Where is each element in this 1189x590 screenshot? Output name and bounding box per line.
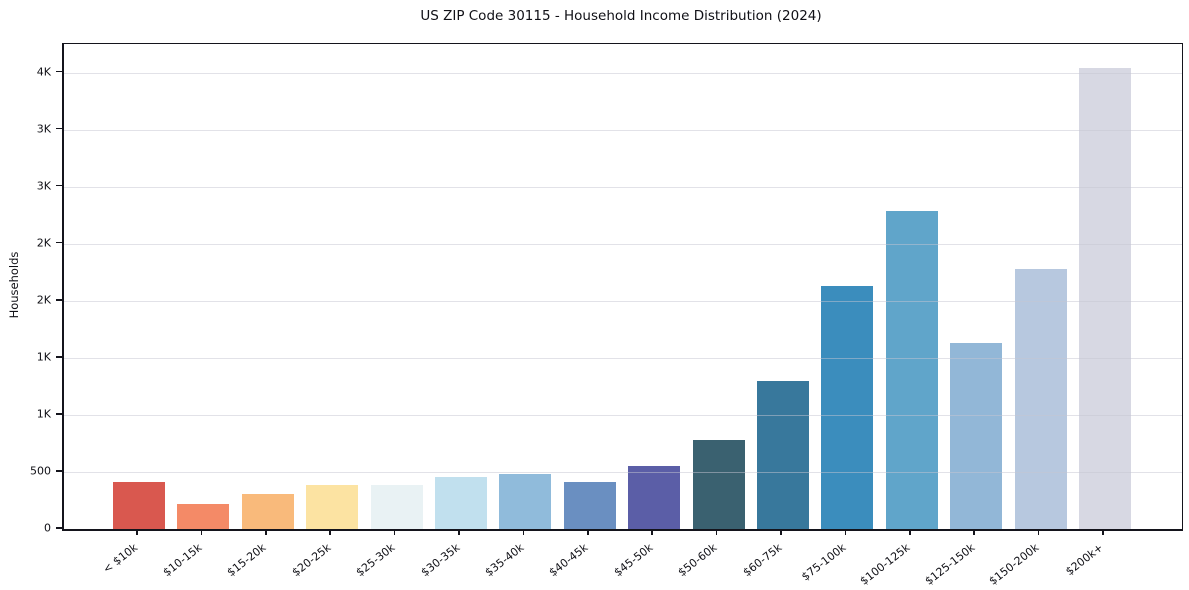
x-tick-mark [715, 530, 718, 535]
x-tick-mark [329, 530, 331, 535]
x-tick-mark [909, 530, 911, 535]
x-tick-label: $40-45k [547, 541, 591, 580]
bar-100-125k [885, 210, 938, 529]
x-tick-label: $35-40k [482, 541, 527, 580]
y-tick-label: 0 [44, 521, 51, 535]
bar-20-25k [306, 485, 359, 529]
x-tick-label: $200k+ [1063, 541, 1107, 579]
bar-50-60k [692, 440, 745, 529]
x-tick-mark [265, 530, 267, 535]
bar-60-75k [757, 380, 809, 529]
y-tick-label: 500 [30, 464, 51, 478]
x-tick-mark [651, 530, 653, 535]
chart-title: US ZIP Code 30115 - Household Income Dis… [420, 8, 822, 24]
y-tick-mark [56, 299, 62, 301]
x-tick-label: $150-200k [986, 541, 1042, 588]
x-tick-mark [136, 530, 138, 535]
bar-125-150k [950, 343, 1003, 529]
y-tick-label: 3K [36, 179, 51, 193]
bar-150-200k [1014, 268, 1067, 529]
x-tick-mark [200, 530, 203, 535]
y-tick-label: 2K [36, 293, 51, 307]
y-tick-label: 3K [36, 122, 51, 136]
y-tick-mark [56, 356, 62, 358]
bars-layer [64, 44, 1182, 529]
x-tick-mark [1102, 530, 1104, 535]
y-tick-mark [56, 527, 62, 529]
x-tick-label: $75-100k [799, 541, 849, 584]
y-tick-mark [56, 184, 62, 187]
x-tick-mark [844, 530, 847, 535]
x-tick-mark [587, 530, 589, 535]
y-tick-mark [56, 127, 62, 130]
x-tick-label: $60-75k [740, 541, 785, 580]
y-tick-label: 1K [36, 407, 51, 421]
x-tick-mark [522, 530, 525, 535]
x-tick-mark [780, 530, 782, 535]
x-tick-label: $20-25k [289, 541, 334, 580]
y-tick-mark [56, 70, 62, 73]
bar-10k [113, 482, 165, 529]
x-tick-label: $100-125k [858, 541, 913, 588]
x-tick-label: $15-20k [225, 541, 269, 580]
bar-15-20k [241, 493, 294, 529]
bar-40-45k [563, 482, 616, 529]
x-tick-label: $50-60k [675, 541, 720, 580]
bar-25-30k [370, 484, 423, 529]
plot-area [62, 43, 1183, 531]
x-tick-label: $10-15k [160, 541, 205, 580]
x-tick-label: $25-30k [353, 541, 398, 580]
x-tick-label: $125-150k [922, 541, 978, 588]
y-tick-label: 1K [36, 350, 51, 364]
bar-45-50k [628, 466, 681, 529]
y-tick-mark [56, 470, 62, 472]
x-tick-mark [973, 530, 975, 535]
x-tick-label: < $10k [100, 541, 141, 576]
y-tick-mark [56, 241, 62, 244]
bar-35-40k [499, 474, 552, 529]
bar-30-35k [435, 476, 487, 529]
x-tick-label: $45-50k [611, 541, 656, 580]
bar-75-100k [821, 285, 874, 529]
x-tick-mark [458, 530, 460, 535]
y-tick-label: 2K [36, 236, 51, 250]
y-tick-label: 4K [36, 65, 51, 79]
y-axis-label: Households [7, 251, 21, 319]
x-tick-mark [1037, 530, 1040, 535]
x-tick-mark [393, 530, 396, 535]
x-tick-label: $30-35k [418, 541, 463, 580]
y-tick-mark [56, 413, 62, 415]
bar-200k [1079, 67, 1131, 529]
bar-10-15k [177, 504, 230, 529]
